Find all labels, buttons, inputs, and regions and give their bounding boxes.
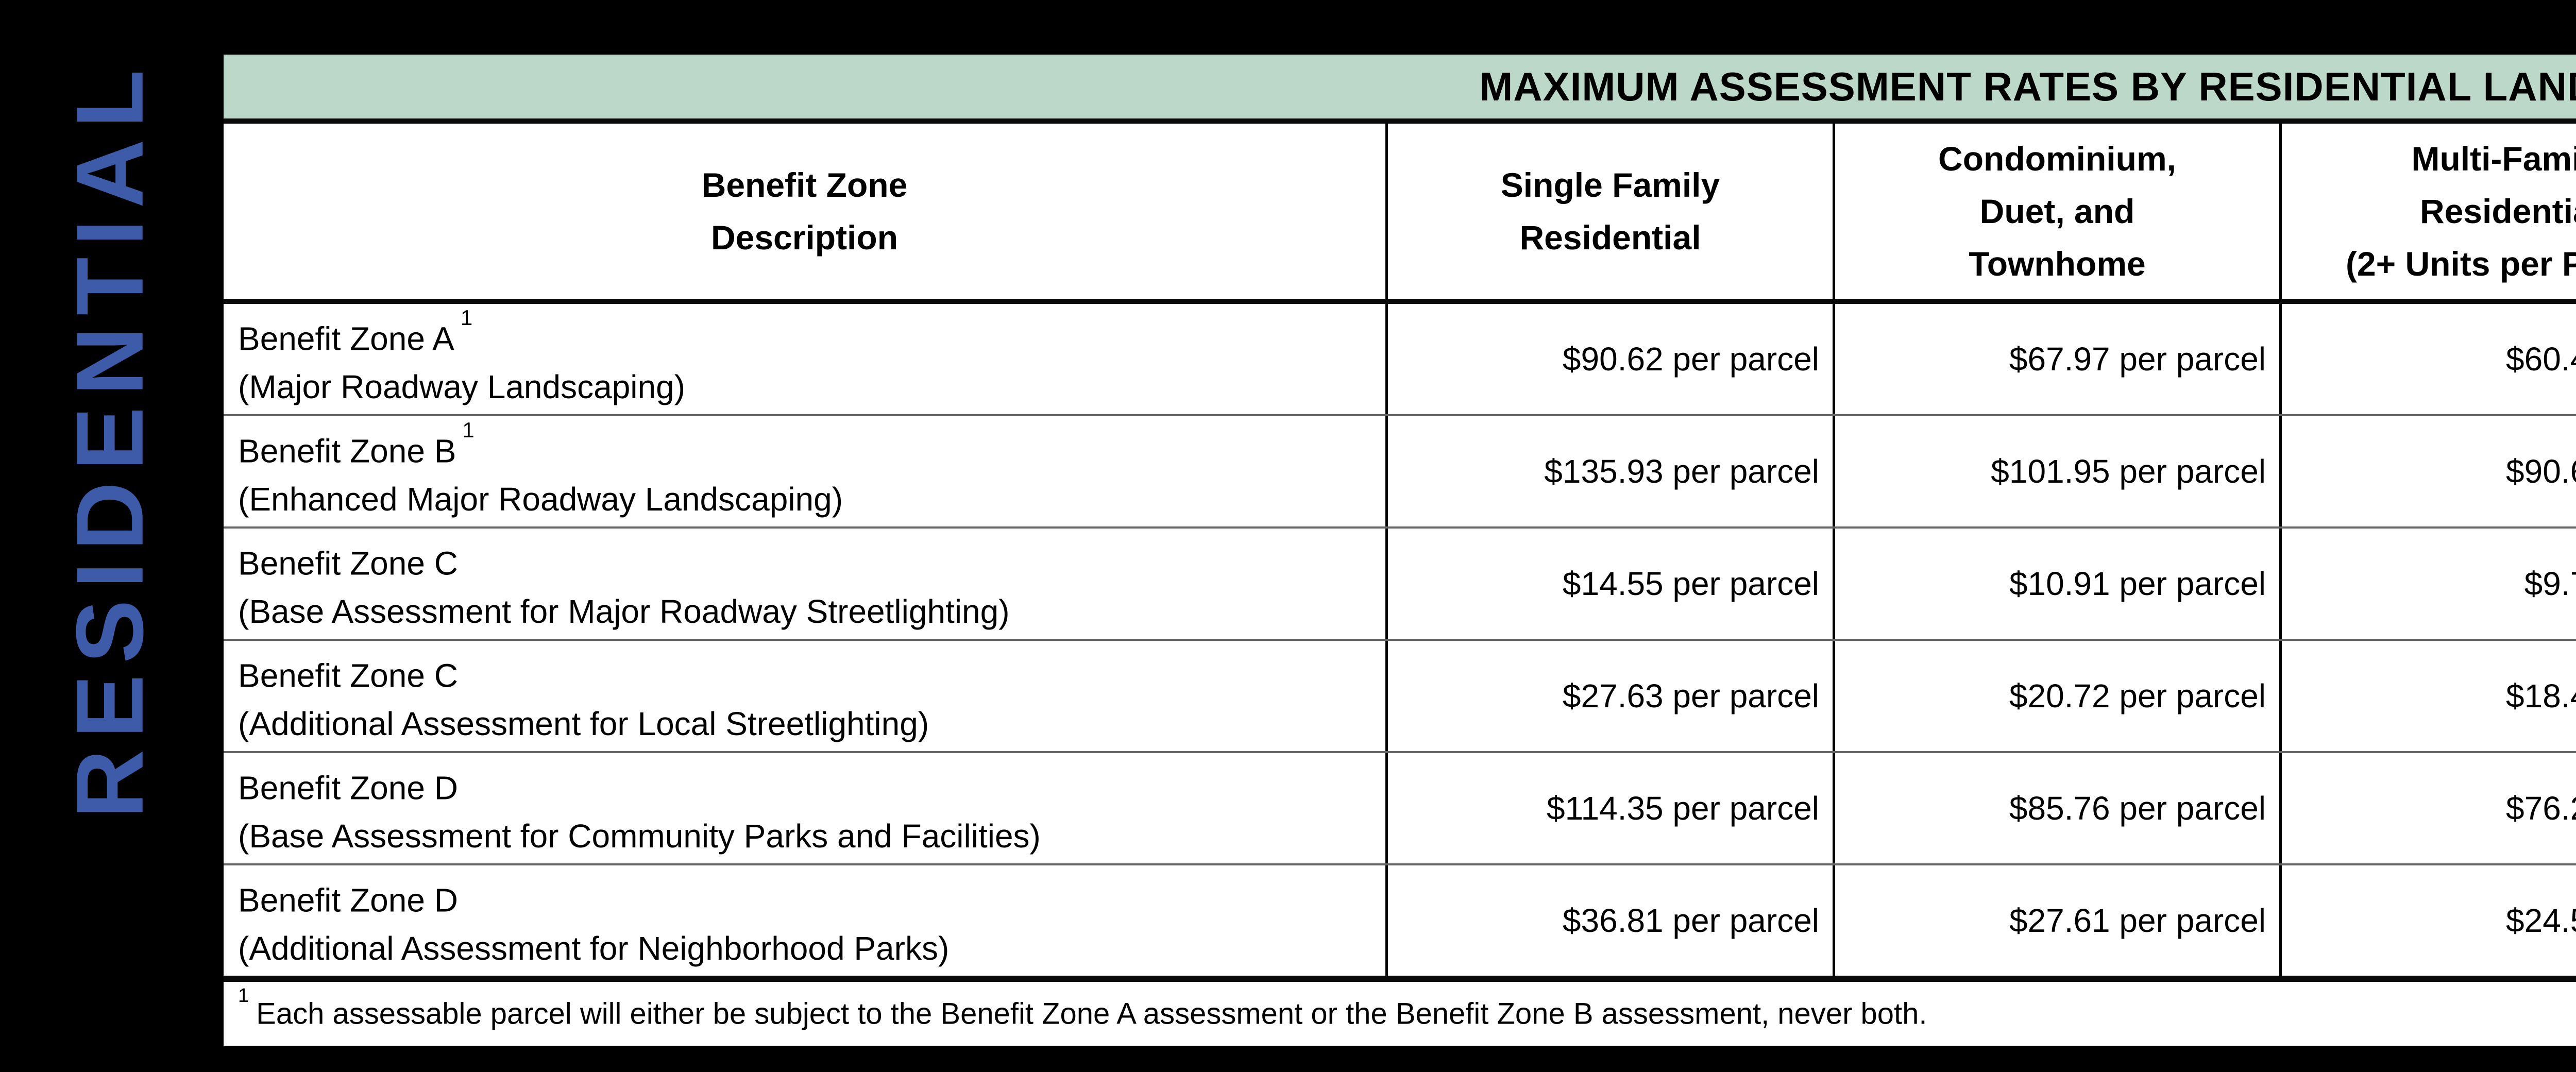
footnote-marker: 1: [238, 985, 249, 1007]
rate-cell: $85.76 per parcel: [1835, 753, 2282, 863]
rate-cell: $27.61 per parcel: [1835, 865, 2282, 976]
table-header-row: Benefit Zone Description Single Family R…: [224, 124, 2576, 304]
zone-name: Benefit Zone C: [238, 544, 458, 582]
zone-detail: (Major Roadway Landscaping): [238, 368, 685, 406]
rate-cell: $24.54 per unit: [2282, 865, 2576, 976]
table-row-benefit-zone-c-additional: Benefit Zone C (Additional Assessment fo…: [224, 641, 2576, 753]
rate-cell: $27.63 per parcel: [1388, 641, 1835, 751]
sidebar-vertical-label: RESIDENTIAL: [57, 58, 163, 819]
table-row-benefit-zone-d-additional: Benefit Zone D (Additional Assessment fo…: [224, 865, 2576, 982]
rate-cell: $135.93 per parcel: [1388, 416, 1835, 526]
rate-cell: $76.23 per unit: [2282, 753, 2576, 863]
benefit-zone-description-cell: Benefit Zone D (Base Assessment for Comm…: [224, 753, 1388, 863]
zone-name: Benefit Zone C: [238, 657, 458, 694]
footnote-marker: 1: [462, 417, 474, 442]
rate-cell: $20.72 per parcel: [1835, 641, 2282, 751]
benefit-zone-description-cell: Benefit Zone A1 (Major Roadway Landscapi…: [224, 304, 1388, 414]
zone-name: Benefit Zone A1: [238, 305, 473, 358]
zone-name: Benefit Zone B1: [238, 417, 474, 470]
table-row-benefit-zone-c-base: Benefit Zone C (Base Assessment for Majo…: [224, 529, 2576, 641]
table-row-benefit-zone-b: Benefit Zone B1 (Enhanced Major Roadway …: [224, 416, 2576, 529]
table-title-band: MAXIMUM ASSESSMENT RATES BY RESIDENTIAL …: [224, 55, 2576, 124]
rate-cell: $90.62 per unit: [2282, 416, 2576, 526]
footnote-text: 1Each assessable parcel will either be s…: [238, 985, 1927, 1031]
rate-cell: $36.81 per parcel: [1388, 865, 1835, 976]
column-header-multi-family-residential: Multi-Family Residential (2+ Units per P…: [2282, 124, 2576, 299]
assessment-rates-table: MAXIMUM ASSESSMENT RATES BY RESIDENTIAL …: [221, 52, 2576, 1049]
rate-cell: $9.70 per unit: [2282, 529, 2576, 639]
column-header-single-family-residential: Single Family Residential: [1388, 124, 1835, 299]
zone-detail: (Base Assessment for Major Roadway Stree…: [238, 593, 1010, 631]
footnote-row: 1Each assessable parcel will either be s…: [224, 982, 2576, 1046]
zone-detail: (Additional Assessment for Neighborhood …: [238, 930, 950, 967]
rate-cell: $60.41 per unit: [2282, 304, 2576, 414]
column-header-benefit-zone-description: Benefit Zone Description: [224, 124, 1388, 299]
footnote-marker: 1: [460, 305, 473, 330]
benefit-zone-description-cell: Benefit Zone C (Base Assessment for Majo…: [224, 529, 1388, 639]
table-row-benefit-zone-d-base: Benefit Zone D (Base Assessment for Comm…: [224, 753, 2576, 865]
column-header-condominium-duet-townhome: Condominium, Duet, and Townhome: [1835, 124, 2282, 299]
benefit-zone-description-cell: Benefit Zone D (Additional Assessment fo…: [224, 865, 1388, 976]
zone-detail: (Base Assessment for Community Parks and…: [238, 818, 1041, 855]
rate-cell: $14.55 per parcel: [1388, 529, 1835, 639]
benefit-zone-description-cell: Benefit Zone C (Additional Assessment fo…: [224, 641, 1388, 751]
rate-cell: $67.97 per parcel: [1835, 304, 2282, 414]
rate-cell: $114.35 per parcel: [1388, 753, 1835, 863]
rate-cell: $90.62 per parcel: [1388, 304, 1835, 414]
table-row-benefit-zone-a: Benefit Zone A1 (Major Roadway Landscapi…: [224, 304, 2576, 416]
sidebar: RESIDENTIAL: [0, 0, 221, 1072]
rate-cell: $18.42 per unit: [2282, 641, 2576, 751]
rate-cell: $101.95 per parcel: [1835, 416, 2282, 526]
zone-name: Benefit Zone D: [238, 881, 458, 919]
benefit-zone-description-cell: Benefit Zone B1 (Enhanced Major Roadway …: [224, 416, 1388, 526]
rate-cell: $10.91 per parcel: [1835, 529, 2282, 639]
zone-detail: (Enhanced Major Roadway Landscaping): [238, 481, 843, 518]
table-title: MAXIMUM ASSESSMENT RATES BY RESIDENTIAL …: [1479, 63, 2576, 109]
zone-detail: (Additional Assessment for Local Streetl…: [238, 705, 929, 743]
zone-name: Benefit Zone D: [238, 769, 458, 807]
